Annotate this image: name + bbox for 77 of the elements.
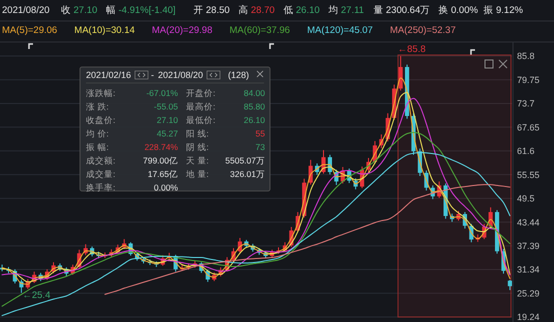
text: 26.10: [296, 5, 320, 16]
annotation: 45.27: [156, 128, 178, 138]
annotation: 收盘价:: [86, 115, 116, 125]
annotation: 84.00: [244, 88, 266, 98]
text: 幅: [106, 4, 116, 16]
text: MA(5)=29.06: [2, 25, 58, 36]
annotation: 最高价:: [186, 102, 216, 112]
annotation: 阴 线:: [186, 142, 209, 152]
y-tick-label: 37.39: [517, 240, 540, 251]
text: 2300.64万: [386, 5, 430, 16]
y-tick-label: 73.7: [517, 98, 535, 109]
text: 28.70: [250, 5, 275, 16]
annotation: 17.65亿: [148, 169, 178, 179]
annotation: 涨 跌:: [86, 102, 109, 112]
annotation: 成交额:: [86, 156, 116, 166]
y-tick-label: 31.34: [517, 264, 540, 275]
text: 低: [283, 5, 294, 16]
annotation: -67.01%: [146, 88, 178, 98]
annotation: 5505.07万: [225, 156, 265, 166]
annotation: 地 量:: [185, 169, 209, 179]
annotation: 326.01万: [230, 169, 265, 179]
text: MA(20)=29.98: [152, 25, 212, 36]
annotation: 2021/08/20: [158, 70, 204, 80]
y-tick-label: 25.29: [517, 288, 540, 298]
text: 收: [61, 5, 71, 16]
text: 9.12%: [496, 5, 524, 16]
annotation: 85.80: [244, 102, 266, 112]
text: MA(120)=45.07: [307, 25, 373, 36]
annotation: 799.00亿: [143, 156, 178, 166]
text: MA(250)=52.37: [390, 25, 456, 36]
annotation: -: [151, 70, 154, 80]
annotation: 振 幅:: [86, 142, 109, 152]
annotation: 均 价:: [85, 128, 109, 138]
y-tick-label: 49.5: [517, 193, 535, 204]
y-tick-label: 85.8: [517, 51, 535, 62]
text: 27.11: [340, 5, 364, 16]
y-tick-label: 61.6: [517, 146, 535, 156]
y-tick-label: 79.75: [517, 74, 540, 85]
annotation: 228.74%: [144, 142, 178, 152]
text: MA(10)=30.14: [74, 25, 135, 36]
text: 量: [373, 5, 384, 16]
line-series: [104, 184, 510, 295]
annotation: 阳 线:: [186, 128, 209, 138]
annotation: 最低价:: [186, 115, 216, 125]
annotation: 涨跌幅:: [86, 88, 116, 98]
text: 高: [238, 4, 248, 16]
line-series: [2, 132, 510, 307]
text: MA(60)=37.96: [230, 25, 290, 36]
annotation: 55: [256, 128, 266, 138]
text: -4.91%[-1.40]: [118, 5, 176, 16]
text: 28.50: [206, 5, 230, 16]
line-series: [2, 152, 510, 316]
annotation: 26.10: [244, 115, 266, 125]
annotation: -55.05: [154, 102, 178, 112]
annotation: 2021/02/16: [86, 70, 132, 80]
text: 振: [484, 4, 494, 16]
text: 2021/08/20: [2, 5, 50, 16]
text: 均: [327, 4, 338, 16]
y-tick-label: 67.65: [517, 122, 540, 132]
candlestick: [508, 279, 512, 291]
annotation: 开盘价:: [186, 88, 216, 98]
text: 0.00%: [451, 5, 478, 16]
annotation: (128): [228, 70, 250, 80]
text: 开: [193, 5, 204, 16]
annotation: 27.10: [156, 115, 178, 125]
annotation: 换手率:: [86, 182, 116, 192]
text: ←85.8: [398, 44, 426, 55]
annotation: 73: [256, 142, 266, 152]
y-tick-label: 43.44: [517, 217, 540, 228]
annotation: 天 量:: [186, 156, 209, 166]
text: 27.10: [74, 5, 98, 16]
annotation: 成交量:: [86, 169, 116, 179]
annotation: ←25.4: [22, 290, 50, 301]
text: 换: [438, 4, 448, 16]
y-tick-label: 55.55: [517, 170, 540, 180]
annotation: 0.00%: [154, 182, 178, 192]
y-tick-label: 19.24: [517, 312, 540, 322]
